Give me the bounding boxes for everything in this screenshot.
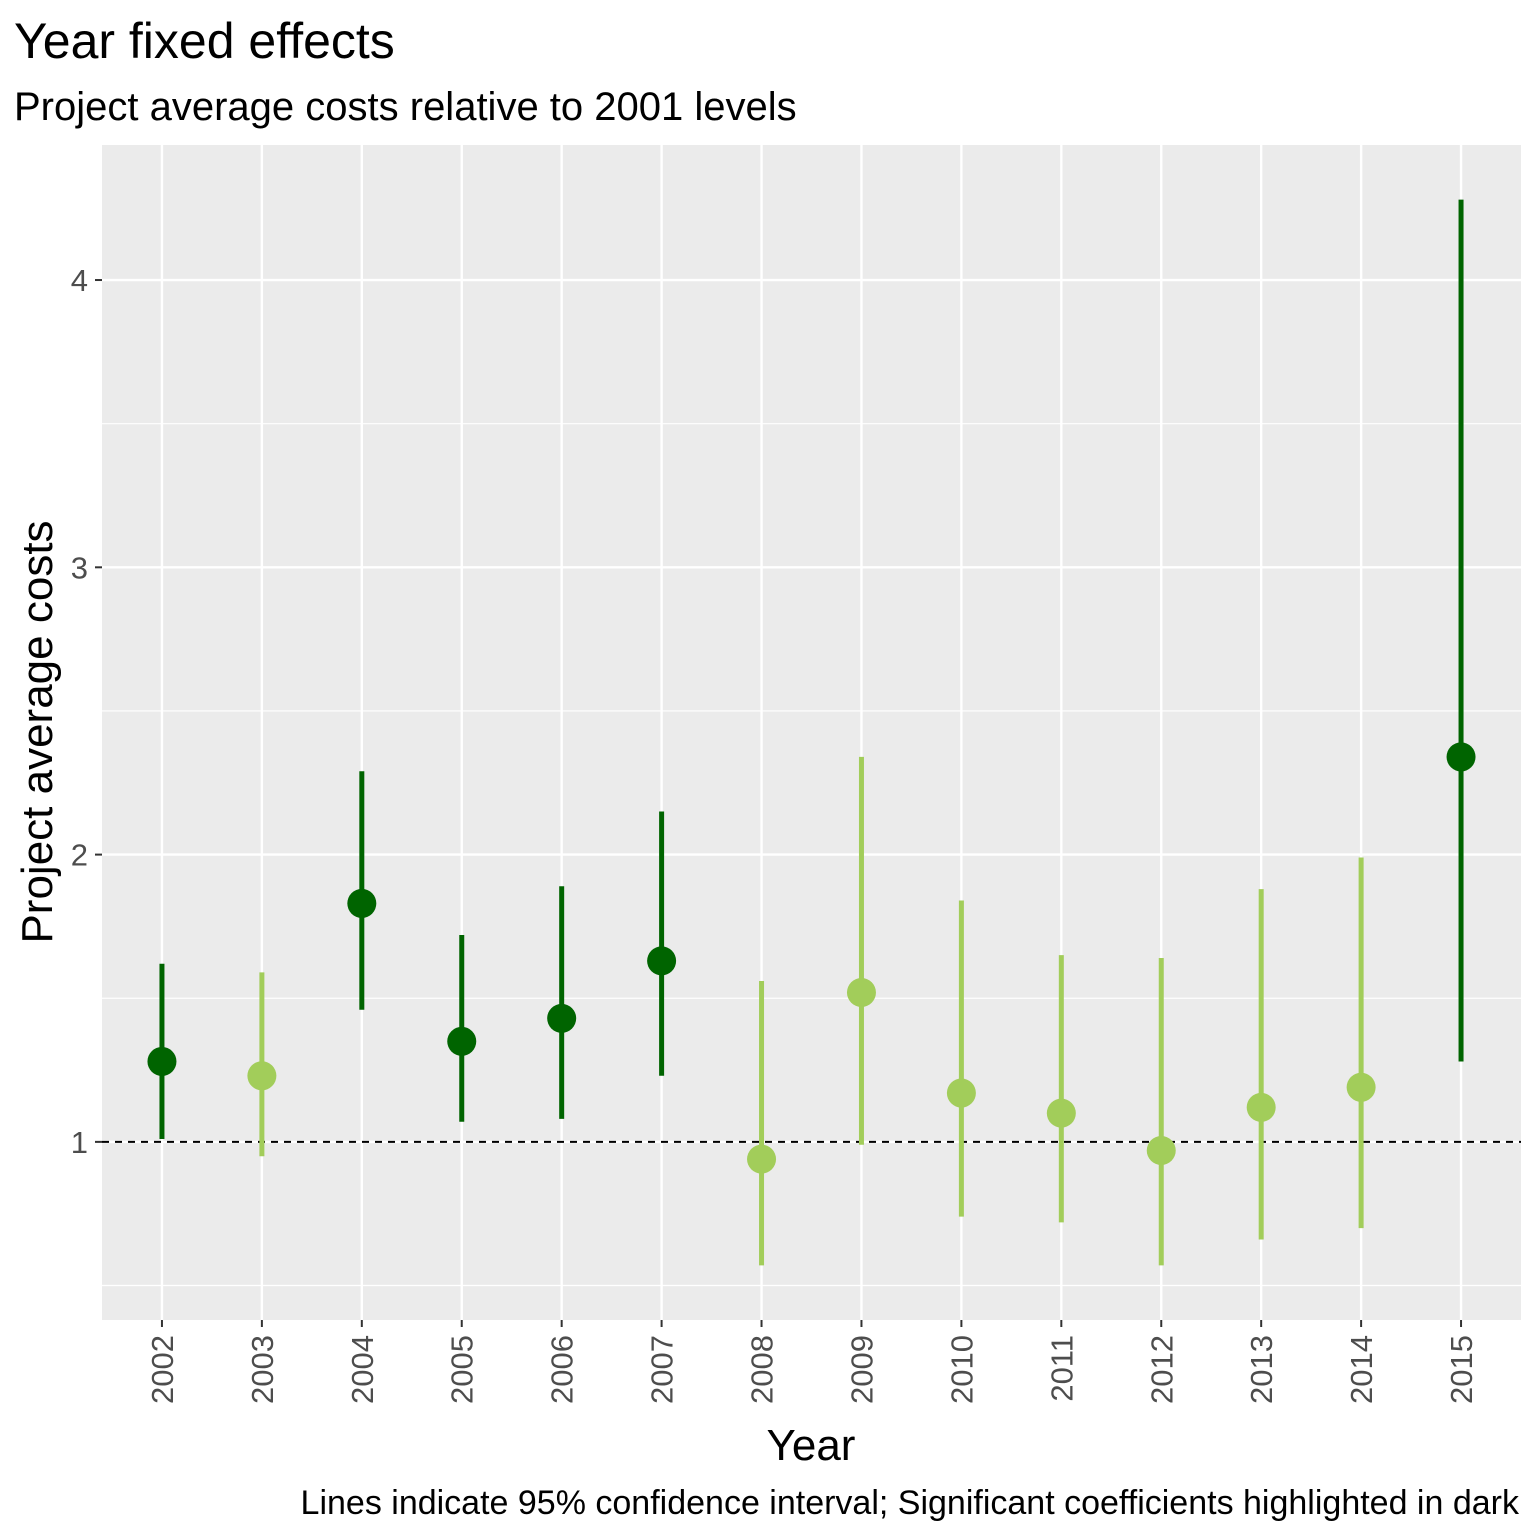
x-tick-label: 2007 [645,1335,680,1404]
plot-panel [102,145,1521,1320]
point-estimate [747,1144,777,1174]
y-tick-label: 4 [71,263,88,298]
point-estimate [1246,1092,1276,1122]
point-estimate [247,1061,277,1091]
point-estimate [946,1078,976,1108]
x-tick-label: 2013 [1244,1335,1279,1404]
chart-subtitle: Project average costs relative to 2001 l… [14,85,797,129]
x-tick-label: 2011 [1044,1335,1079,1402]
x-tick-label: 2014 [1344,1335,1379,1404]
point-estimate [447,1026,477,1056]
point-estimate [1446,742,1476,772]
y-tick-label: 1 [71,1125,88,1160]
x-tick-label: 2005 [445,1335,480,1404]
minor-gridlines [102,423,1521,1287]
x-axis-label: Year [767,1421,856,1470]
x-tick-label: 2015 [1444,1335,1479,1404]
chart-title: Year fixed effects [14,13,395,69]
x-tick-label: 2010 [944,1335,979,1404]
point-estimate [1146,1136,1176,1166]
y-axis-ticks: 1 2 3 4 [71,263,102,1160]
x-tick-label: 2009 [844,1335,879,1404]
point-estimate [846,977,876,1007]
major-gridlines [102,145,1521,1320]
chart-caption: Lines indicate 95% confidence interval; … [301,1484,1520,1522]
x-tick-label: 2006 [545,1335,580,1404]
x-tick-label: 2004 [345,1335,380,1404]
y-axis-label: Project average costs [13,520,62,943]
point-estimates [147,742,1476,1174]
y-tick-label: 2 [71,838,88,873]
point-estimate [347,888,377,918]
point-estimate [147,1046,177,1076]
x-tick-label: 2008 [745,1335,780,1404]
y-tick-label: 3 [71,550,88,585]
x-tick-label: 2012 [1144,1335,1179,1404]
point-estimate [547,1003,577,1033]
x-tick-label: 2002 [145,1335,180,1404]
point-estimate [1346,1072,1376,1102]
point-estimate [1046,1098,1076,1128]
point-estimate [647,946,677,976]
x-axis-ticks: 2002 2003 2004 2005 2006 2007 2008 2009 2010 2011… [145,1320,1479,1404]
x-tick-label: 2003 [245,1335,280,1404]
